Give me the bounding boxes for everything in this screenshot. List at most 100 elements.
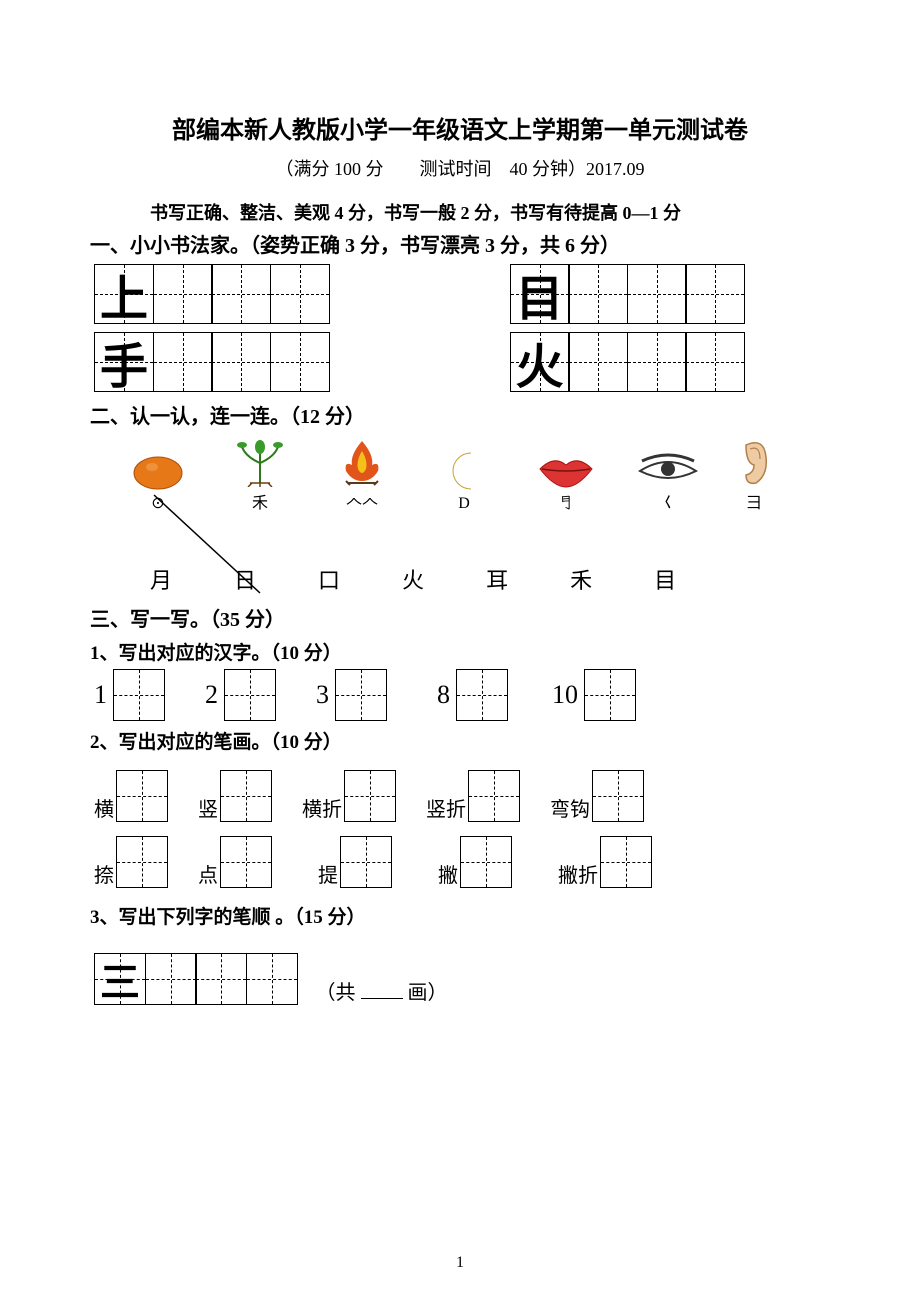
image-mini: 𡿨	[622, 489, 714, 513]
sun-icon	[130, 451, 186, 491]
page-title: 部编本新人教版小学一年级语文上学期第一单元测试卷	[90, 110, 830, 145]
tian-char: 上	[100, 259, 148, 329]
q3-tail: （共 画）	[316, 976, 448, 1005]
image-mouth: 𠃛	[520, 451, 612, 513]
q2-label: 捺	[94, 859, 114, 888]
tian-box	[211, 332, 271, 392]
tian-box	[220, 836, 272, 888]
tian-box	[220, 770, 272, 822]
mouth-icon	[534, 451, 598, 491]
tian-box	[116, 770, 168, 822]
q2-label: 竖折	[426, 793, 466, 822]
image-mini: 彐	[724, 489, 784, 513]
tian-box	[600, 836, 652, 888]
tian-box: 上	[94, 264, 154, 324]
image-eye: 𡿨	[622, 451, 714, 513]
tian-box	[113, 669, 165, 721]
tian-box	[224, 669, 276, 721]
q2-label: 竖	[198, 793, 218, 822]
tian-box	[584, 669, 636, 721]
q2-item: 撇	[438, 836, 512, 888]
image-mini: 𠆢𠆢	[316, 489, 408, 513]
image-ear: 彐	[724, 435, 784, 513]
tian-box	[335, 669, 387, 721]
image-mini: ⊙	[112, 493, 204, 513]
q2-heading: 2、写出对应的笔画。（10 分）	[90, 727, 830, 754]
q2-label: 撇折	[558, 859, 598, 888]
q1-num: 10	[552, 680, 578, 710]
q2-row2: 捺 点 提 撇 撇折	[94, 836, 830, 888]
tian-box: 目	[510, 264, 570, 324]
image-plant: 禾	[214, 435, 306, 513]
image-mini: 禾	[214, 489, 306, 513]
tian-char: 火	[515, 327, 563, 397]
ear-icon	[734, 435, 774, 487]
q2-label: 提	[318, 859, 338, 888]
q2-item: 捺	[94, 836, 168, 888]
section2-words: 月 日 口 火 耳 禾 目	[150, 563, 830, 595]
image-sun: ⊙	[112, 451, 204, 513]
tian-box	[116, 836, 168, 888]
plant-icon	[232, 435, 288, 487]
q2-item: 弯钩	[550, 770, 644, 822]
tian-char: 目	[515, 259, 563, 329]
blank-line	[361, 981, 403, 999]
tian-box	[344, 770, 396, 822]
tian-box	[340, 836, 392, 888]
match-word: 口	[318, 563, 340, 595]
image-moon: D	[418, 447, 510, 513]
tian-group-left: 手	[94, 332, 330, 392]
q1-item: 8	[437, 669, 508, 721]
q3-tail-post: 画）	[408, 982, 448, 1004]
q3-tian-group: 三	[94, 953, 298, 1005]
tian-box	[211, 264, 271, 324]
tian-box: 手	[94, 332, 154, 392]
tian-box	[685, 264, 745, 324]
q2-label: 横折	[302, 793, 342, 822]
eye-icon	[636, 451, 700, 487]
tian-box	[592, 770, 644, 822]
q2-label: 点	[198, 859, 218, 888]
match-word: 月	[150, 563, 172, 595]
tian-row-2: 手 火	[94, 332, 830, 392]
page-subtitle: （满分 100 分 测试时间 40 分钟）2017.09	[90, 155, 830, 181]
tian-group-right: 目	[510, 264, 746, 324]
tian-box	[456, 669, 508, 721]
tian-group-right: 火	[510, 332, 746, 392]
tian-box	[153, 264, 213, 324]
image-fire: 𠆢𠆢	[316, 435, 408, 513]
tian-box	[627, 332, 687, 392]
q2-label: 撇	[438, 859, 458, 888]
q1-num: 3	[316, 680, 329, 710]
scoring-note: 书写正确、整洁、美观 4 分，书写一般 2 分，书写有待提高 0—1 分	[150, 199, 830, 225]
q3-char: 三	[100, 950, 140, 1008]
tian-box	[246, 953, 298, 1005]
q2-item: 撇折	[558, 836, 652, 888]
q3-tail-pre: （共	[316, 982, 356, 1004]
match-word: 火	[402, 563, 424, 595]
q1-item: 1	[94, 669, 165, 721]
image-mini: D	[418, 495, 510, 513]
q1-num: 1	[94, 680, 107, 710]
q2-item: 点	[198, 836, 272, 888]
q2-item: 竖折	[426, 770, 520, 822]
q2-row1: 横 竖 横折 竖折 弯钩	[94, 770, 830, 822]
q2-item: 横	[94, 770, 168, 822]
fire-icon	[334, 435, 390, 487]
tian-box	[270, 332, 330, 392]
match-word: 耳	[486, 563, 508, 595]
q1-heading: 1、写出对应的汉字。（10 分）	[90, 638, 830, 665]
q2-item: 竖	[198, 770, 272, 822]
tian-box	[685, 332, 745, 392]
image-mini: 𠃛	[520, 493, 612, 513]
q1-item: 10	[552, 669, 636, 721]
q1-num: 2	[205, 680, 218, 710]
q1-num: 8	[437, 680, 450, 710]
tian-box	[568, 332, 628, 392]
tian-box: 三	[94, 953, 146, 1005]
tian-box	[460, 836, 512, 888]
q3-heading: 3、写出下列字的笔顺 。（15 分）	[90, 902, 830, 929]
tian-box	[627, 264, 687, 324]
page-number: 1	[0, 1254, 920, 1272]
section2-heading: 二、认一认，连一连。（12 分）	[90, 400, 830, 429]
